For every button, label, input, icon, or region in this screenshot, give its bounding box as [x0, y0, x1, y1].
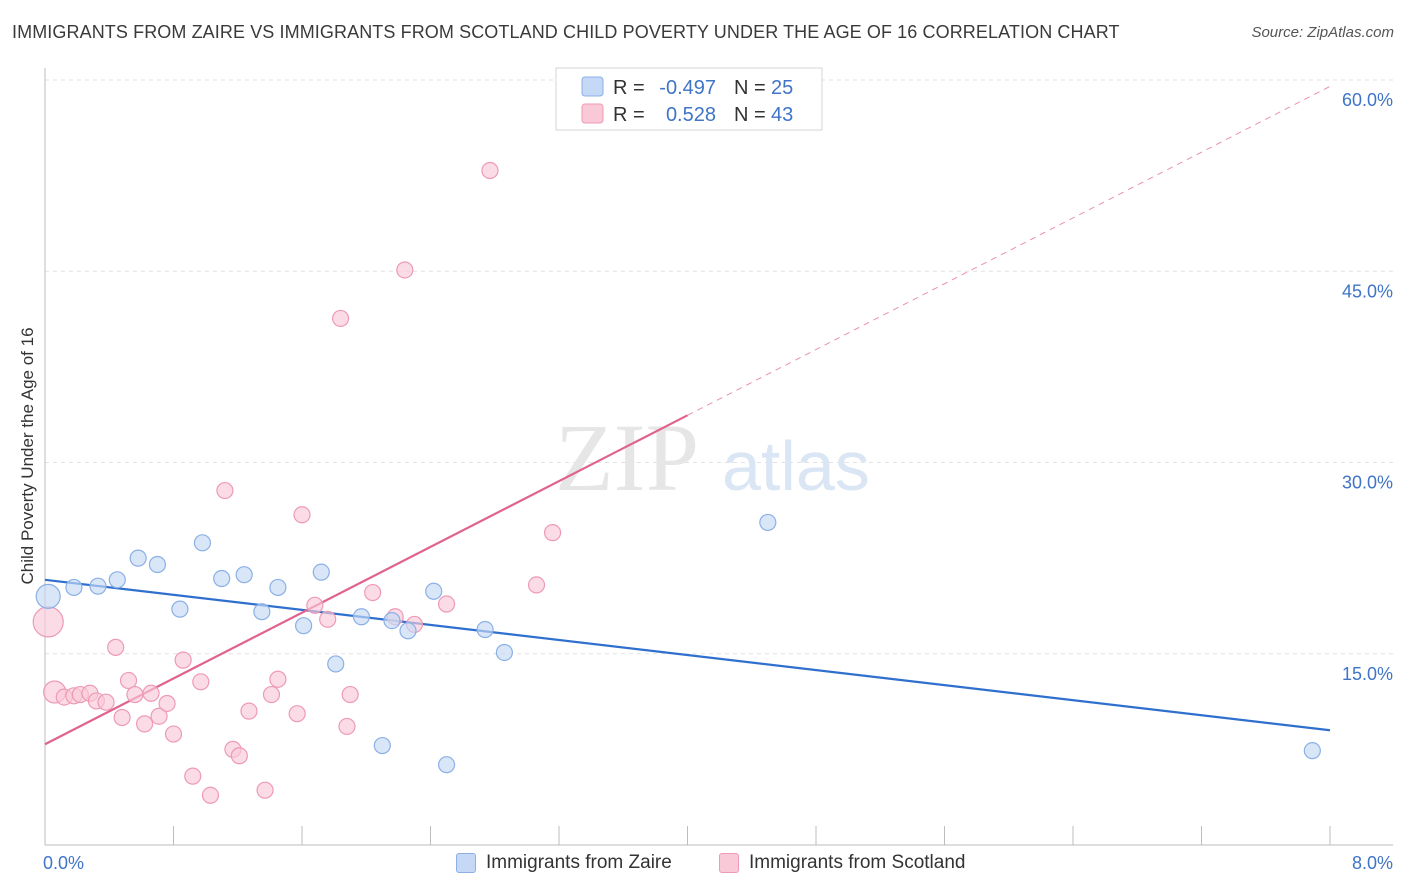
- legend-n-value-scotland: 43: [771, 104, 793, 126]
- trend-line-scotland-extension: [687, 85, 1331, 416]
- scotland-point-34: [341, 685, 359, 704]
- scotland-point-32: [331, 309, 350, 328]
- zaire-point-20: [495, 643, 513, 662]
- zaire-point-21: [373, 736, 391, 755]
- scotland-point-12: [135, 715, 154, 733]
- scotland-point-31: [319, 610, 337, 628]
- scotland-point-35: [364, 583, 382, 602]
- legend-r-label-zaire: R =: [613, 77, 645, 99]
- legend-swatch-scotland: [581, 103, 604, 124]
- chart-title: IMMIGRANTS FROM ZAIRE VS IMMIGRANTS FROM…: [12, 22, 1120, 42]
- scotland-point-10: [119, 671, 138, 690]
- scotland-point-9: [113, 708, 131, 727]
- bottom-legend-scotland: Immigrants from Scotland: [719, 852, 965, 874]
- zaire-point-16: [383, 611, 401, 630]
- zaire-point-18: [425, 582, 443, 600]
- watermark: ZIP atlas: [555, 404, 870, 511]
- scotland-point-20: [201, 786, 220, 804]
- scotland-point-37: [396, 261, 414, 279]
- scotland-point-0: [32, 606, 64, 638]
- zaire-point-10: [253, 603, 271, 621]
- scotland-point-16: [164, 725, 183, 743]
- legend-swatch-zaire: [581, 76, 604, 97]
- x-tick-label-min: 0.0%: [43, 853, 84, 873]
- y-tick-label-1: 30.0%: [1342, 473, 1393, 493]
- legend-n-label-scotland: N =: [734, 104, 766, 126]
- zaire-point-14: [327, 655, 345, 673]
- zaire-point-6: [171, 600, 189, 618]
- zaire-point-15: [352, 608, 371, 626]
- scotland-point-25: [256, 781, 274, 799]
- scotland-point-8: [107, 638, 125, 656]
- zaire-point-1: [65, 578, 83, 597]
- scotland-point-19: [192, 673, 210, 691]
- x-tick-label-max: 8.0%: [1352, 853, 1393, 873]
- zaire-point-4: [129, 549, 147, 567]
- bottom-legend-zaire: Immigrants from Zaire: [456, 852, 672, 874]
- scotland-point-23: [230, 747, 248, 765]
- zaire-point-24: [1303, 742, 1321, 760]
- scotland-point-28: [288, 705, 306, 723]
- y-axis-label: Child Poverty Under the Age of 16: [18, 327, 37, 584]
- scotland-point-41: [527, 576, 546, 594]
- scotland-point-11: [126, 685, 144, 704]
- scotland-point-27: [269, 670, 287, 688]
- zaire-point-17: [399, 622, 417, 640]
- scotland-point-21: [216, 481, 234, 500]
- scotland-point-33: [338, 717, 356, 736]
- zaire-point-3: [108, 571, 126, 589]
- scotland-point-7: [97, 693, 115, 711]
- source-label: Source: ZipAtlas.com: [1251, 24, 1394, 41]
- legend-r-value-zaire: -0.497: [659, 77, 716, 99]
- bottom-legend-label-zaire: Immigrants from Zaire: [486, 852, 672, 873]
- grid-lines: [45, 79, 1393, 655]
- legend-n-value-zaire: 25: [771, 77, 793, 99]
- legend-r-value-scotland: 0.528: [666, 104, 716, 126]
- zaire-point-22: [437, 756, 456, 774]
- bottom-swatch-scotland: [719, 853, 739, 873]
- zaire-point-12: [295, 617, 313, 635]
- y-tick-label-0: 15.0%: [1342, 664, 1393, 684]
- scotland-point-14: [150, 707, 168, 725]
- scotland-point-13: [142, 684, 160, 702]
- scotland-point-17: [174, 651, 192, 669]
- scotland-point-18: [184, 767, 202, 785]
- scotland-point-40: [481, 161, 499, 180]
- scotland-point-15: [158, 694, 176, 713]
- zaire-point-9: [235, 566, 253, 584]
- zaire-point-11: [269, 578, 287, 597]
- zaire-point-13: [312, 563, 330, 581]
- scotland-point-30: [306, 596, 324, 614]
- trend-lines: [44, 85, 1331, 746]
- axes: [44, 68, 1393, 846]
- tick-labels: 15.0% 30.0% 45.0% 60.0% 0.0% 8.0%: [43, 90, 1393, 873]
- zaire-point-7: [193, 534, 212, 552]
- scotland-point-42: [543, 524, 562, 542]
- legend-n-label-zaire: N =: [734, 77, 766, 99]
- correlation-legend: R = -0.497 N = 25 R = 0.528 N = 43: [555, 67, 823, 131]
- scotland-point-39: [437, 595, 456, 613]
- bottom-swatch-zaire: [456, 853, 476, 873]
- data-points: [32, 161, 1321, 804]
- zaire-point-2: [89, 577, 107, 595]
- watermark-atlas: atlas: [722, 427, 870, 505]
- zaire-point-8: [213, 569, 231, 588]
- zaire-point-5: [148, 555, 167, 574]
- zaire-point-0: [35, 583, 61, 609]
- bottom-legend-label-scotland: Immigrants from Scotland: [749, 852, 966, 873]
- zaire-point-19: [476, 620, 494, 639]
- scotland-point-29: [293, 506, 311, 524]
- y-tick-label-2: 45.0%: [1342, 281, 1393, 301]
- scotland-point-24: [240, 702, 258, 720]
- zaire-point-23: [759, 513, 777, 532]
- legend-r-label-scotland: R =: [613, 104, 645, 126]
- scotland-point-26: [262, 685, 281, 704]
- y-tick-label-3: 60.0%: [1342, 90, 1393, 110]
- trend-line-zaire: [44, 578, 1331, 732]
